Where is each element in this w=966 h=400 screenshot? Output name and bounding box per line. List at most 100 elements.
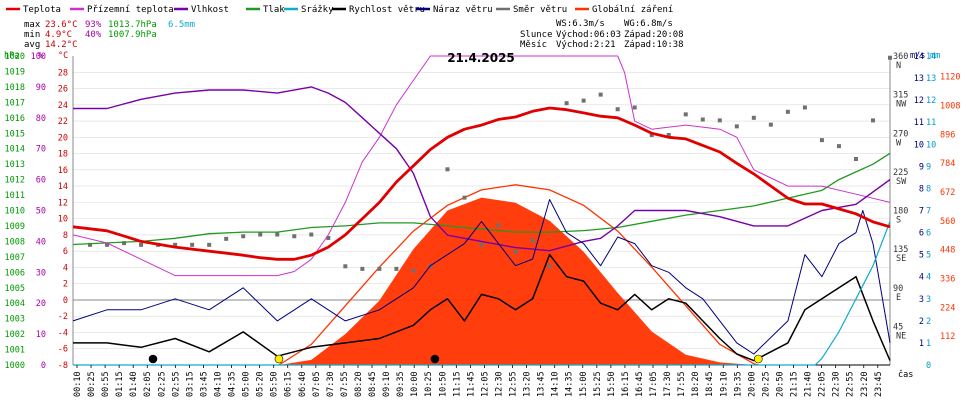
info-moonset: Západ:10:38	[624, 40, 684, 50]
tick-dir-compass: W	[896, 138, 902, 148]
tick-dir: 45	[893, 322, 903, 332]
tick-temp: 8	[63, 231, 68, 241]
tick-wm2: 448	[940, 246, 955, 256]
marker-sunset	[753, 354, 763, 364]
tick-wm2: 112	[940, 332, 955, 342]
legend-label-temp: Teplota	[23, 5, 61, 15]
tick-pct: 60	[36, 176, 46, 186]
tick-ms: 2	[919, 317, 924, 327]
wind-dir-point	[411, 268, 416, 273]
series-precip	[73, 221, 891, 366]
wind-dir-point	[479, 242, 484, 247]
x-tick-label: 17:55	[677, 371, 687, 397]
tick-dir: 225	[893, 168, 908, 178]
marker-sunrise	[274, 354, 284, 364]
x-tick-label: 02:05	[143, 371, 153, 397]
tick-temp: 4	[63, 263, 68, 273]
tick-pct: 80	[36, 114, 46, 124]
tick-pct: 50	[36, 207, 46, 217]
tick-dir: 315	[893, 91, 908, 101]
x-tick-label: 00:55	[101, 371, 111, 397]
tick-mm: 14	[926, 52, 936, 62]
tick-mm: 10	[926, 140, 936, 150]
tick-hpa: 1015	[5, 129, 25, 139]
legend-label-dew: Přízemní teplota	[87, 5, 174, 15]
tick-dir-compass: SW	[896, 177, 907, 187]
tick-temp: -4	[58, 328, 68, 338]
wind-dir-point	[122, 241, 127, 246]
axis-unit-mm: mm	[930, 51, 940, 61]
tick-ms: 4	[919, 273, 924, 283]
tick-pct: 30	[36, 268, 46, 278]
tick-wm2: 224	[940, 303, 955, 313]
tick-hpa: 1008	[5, 237, 25, 247]
x-tick-label: 03:45	[199, 371, 209, 397]
legend-label-radiation: Globální záření	[592, 5, 673, 15]
tick-ms: 11	[914, 118, 924, 128]
info-moon-label: Měsíc	[520, 40, 547, 50]
x-tick-label: 01:40	[129, 371, 139, 397]
tick-ms: 6	[919, 229, 924, 239]
tick-dir: 180	[893, 207, 908, 217]
wind-dir-point	[241, 234, 246, 239]
x-axis-label: čas	[898, 369, 913, 380]
tick-dir-compass: E	[896, 293, 901, 303]
wind-dir-point	[224, 236, 229, 241]
marker-moonset	[430, 354, 440, 364]
series-humidity	[73, 86, 891, 252]
info-sun-label: Slunce	[520, 30, 553, 40]
wind-dir-point	[836, 144, 841, 149]
x-tick-label: 19:10	[719, 371, 729, 397]
tick-ms: 3	[919, 295, 924, 305]
wind-dir-point	[275, 232, 280, 237]
x-tick-label: 05:20	[256, 371, 266, 397]
x-tick-label: 06:40	[298, 371, 308, 397]
x-tick-label: 08:20	[354, 371, 364, 397]
x-tick-label: 12:05	[480, 371, 490, 397]
wind-dir-point	[309, 232, 314, 237]
info-moonrise: Východ:2:21	[556, 40, 616, 50]
info-panel: WS:6.3m/s WG:6.8m/s Slunce Východ:06:03 …	[520, 19, 684, 50]
x-tick-label: 14:10	[551, 371, 561, 397]
tick-hpa: 1000	[5, 361, 25, 371]
tick-temp: 14	[58, 182, 68, 192]
tick-mm: 13	[926, 74, 936, 84]
x-tick-label: 10:25	[424, 371, 434, 397]
wind-dir-point	[462, 195, 467, 200]
wind-dir-point	[802, 105, 807, 110]
wind-dir-point	[326, 235, 331, 240]
tick-mm: 9	[926, 162, 931, 172]
tick-hpa: 1011	[5, 191, 25, 201]
tick-temp: 24	[58, 101, 68, 111]
x-tick-label: 05:00	[242, 371, 252, 397]
wind-dir-point	[581, 98, 586, 103]
axis-units: hPa% °C m/s mm	[4, 51, 940, 61]
tick-dir-compass: SE	[896, 254, 906, 264]
tick-pct: 10	[36, 330, 46, 340]
x-tick-label: 04:10	[214, 371, 224, 397]
tick-hpa: 1005	[5, 284, 25, 294]
x-tick-label: 11:15	[452, 371, 462, 397]
tick-dir: 360	[893, 52, 908, 62]
x-tick-label: 20:00	[747, 371, 757, 397]
legend-label-pressure: Tlak	[263, 5, 285, 15]
stat-max-hum: 93%	[85, 20, 102, 30]
x-tick-label: 00:10	[73, 371, 83, 397]
x-tick-label: 09:10	[382, 371, 392, 397]
x-tick-label: 21:15	[790, 371, 800, 397]
wind-dir-point	[564, 101, 569, 106]
series-wind-speed	[73, 253, 891, 362]
tick-dir-compass: S	[896, 216, 901, 226]
x-tick-label: 22:05	[818, 371, 828, 397]
wind-dir-point	[615, 107, 620, 112]
tick-hpa: 1006	[5, 268, 25, 278]
tick-mm: 12	[926, 96, 936, 106]
legend-label-wind_speed: Rychlost větru	[349, 5, 425, 15]
tick-temp: 10	[58, 215, 68, 225]
x-tick-label: 15:25	[593, 371, 603, 397]
x-tick-label: 01:15	[115, 371, 125, 397]
x-tick-label: 20:50	[776, 371, 786, 397]
axis-unit-pct: %	[38, 51, 43, 61]
tick-hpa: 1010	[5, 207, 25, 217]
tick-mm: 1	[926, 339, 931, 349]
